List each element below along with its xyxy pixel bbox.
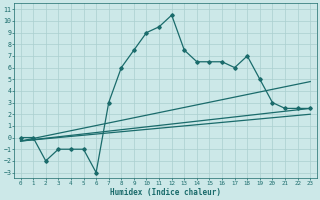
X-axis label: Humidex (Indice chaleur): Humidex (Indice chaleur) (110, 188, 221, 197)
